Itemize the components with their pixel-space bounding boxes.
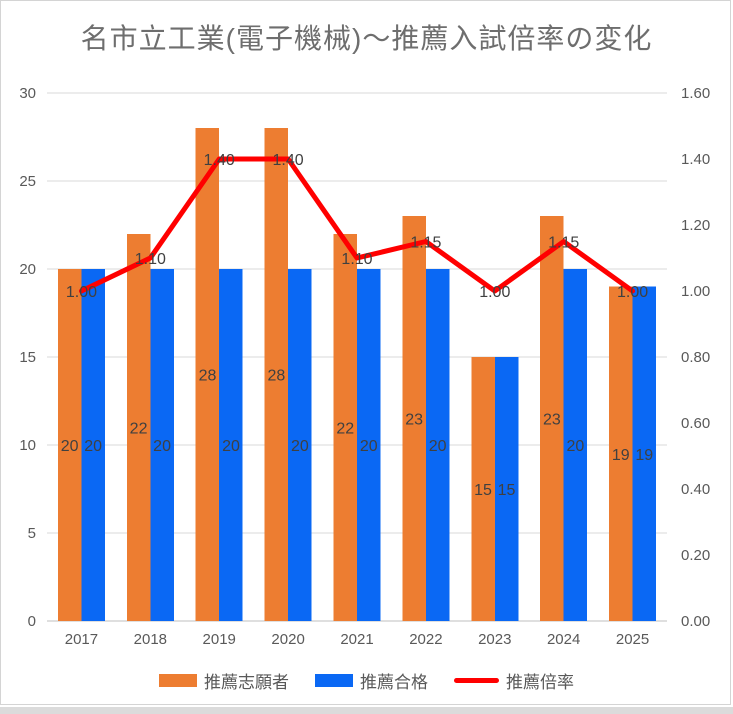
left-axis-tick-label: 30 — [19, 85, 36, 102]
line-label-ratio-2024: 1.15 — [548, 235, 579, 252]
right-axis-tick-label: 1.20 — [681, 217, 710, 234]
x-axis-label: 2017 — [65, 631, 98, 648]
line-label-ratio-2023: 1.00 — [479, 284, 510, 301]
bar-label-accepted-2018: 20 — [153, 438, 171, 455]
bar-label-applicants-2022: 23 — [405, 412, 423, 429]
bar-applicants-2017[interactable] — [57, 269, 82, 621]
right-axis-tick-label: 0.80 — [681, 349, 710, 366]
legend: 推薦志願者 推薦合格 推薦倍率 — [0, 668, 733, 693]
x-axis-label: 2021 — [340, 631, 373, 648]
bar-label-applicants-2020: 28 — [267, 368, 285, 385]
bar-label-applicants-2021: 22 — [336, 420, 354, 437]
window-background-strip — [0, 707, 733, 714]
line-label-ratio-2017: 1.00 — [66, 284, 97, 301]
legend-label-ratio: 推薦倍率 — [506, 673, 574, 692]
left-axis-tick-label: 15 — [19, 349, 36, 366]
bar-accepted-2023[interactable] — [494, 357, 519, 621]
left-axis-tick-label: 5 — [28, 525, 36, 542]
x-axis-label: 2025 — [616, 631, 649, 648]
bar-label-applicants-2019: 28 — [199, 368, 217, 385]
bar-applicants-2020[interactable] — [264, 128, 289, 621]
line-label-ratio-2025: 1.00 — [617, 284, 648, 301]
left-axis-tick-label: 0 — [28, 613, 36, 630]
line-label-ratio-2021: 1.10 — [341, 251, 372, 268]
right-axis-tick-label: 1.40 — [681, 151, 710, 168]
line-label-ratio-2022: 1.15 — [410, 235, 441, 252]
bar-label-applicants-2018: 22 — [130, 420, 148, 437]
legend-item-accepted[interactable]: 推薦合格 — [315, 668, 428, 693]
bar-label-accepted-2020: 20 — [291, 438, 309, 455]
bar-accepted-2018[interactable] — [150, 269, 174, 621]
bar-label-accepted-2019: 20 — [222, 438, 240, 455]
bar-applicants-2018[interactable] — [126, 233, 151, 622]
bar-applicants-2022[interactable] — [402, 216, 426, 621]
bar-label-applicants-2025: 19 — [612, 447, 630, 464]
bar-label-accepted-2024: 20 — [567, 438, 585, 455]
right-axis-tick-label: 0.20 — [681, 547, 710, 564]
right-axis-tick-label: 0.40 — [681, 481, 710, 498]
right-axis-tick-label: 0.60 — [681, 415, 710, 432]
applicants-swatch-icon — [159, 674, 197, 687]
bar-applicants-2025[interactable] — [609, 286, 633, 621]
bar-label-accepted-2023: 15 — [498, 482, 516, 499]
bar-applicants-2023[interactable] — [471, 357, 495, 621]
x-axis-label: 2019 — [203, 631, 236, 648]
plot-area: 0510152025300.000.200.400.600.801.001.20… — [19, 85, 710, 648]
bar-label-applicants-2023: 15 — [474, 482, 492, 499]
left-axis-tick-label: 25 — [19, 173, 36, 190]
left-axis-tick-label: 10 — [19, 437, 36, 454]
bar-applicants-2019[interactable] — [195, 128, 220, 621]
x-axis-label: 2023 — [478, 631, 511, 648]
left-axis-tick-label: 20 — [19, 261, 36, 278]
bar-accepted-2019[interactable] — [219, 269, 243, 621]
legend-label-applicants: 推薦志願者 — [204, 673, 289, 692]
bar-label-accepted-2017: 20 — [84, 438, 102, 455]
bar-accepted-2022[interactable] — [425, 269, 450, 621]
accepted-swatch-icon — [315, 674, 353, 687]
line-ratio[interactable] — [78, 156, 636, 294]
bar-label-accepted-2022: 20 — [429, 438, 447, 455]
right-axis-tick-label: 1.00 — [681, 283, 710, 300]
bar-accepted-2021[interactable] — [357, 269, 381, 621]
legend-item-ratio[interactable]: 推薦倍率 — [454, 668, 574, 693]
x-axis-label: 2022 — [409, 631, 442, 648]
x-axis-label: 2024 — [547, 631, 580, 648]
bar-accepted-2020[interactable] — [288, 269, 312, 621]
bar-accepted-2025[interactable] — [632, 286, 657, 621]
line-label-ratio-2019: 1.40 — [204, 152, 235, 169]
bar-label-accepted-2021: 20 — [360, 438, 378, 455]
bar-applicants-2024[interactable] — [540, 216, 564, 621]
legend-item-applicants[interactable]: 推薦志願者 — [159, 668, 289, 693]
chart-title: 名市立工業(電子機械)〜推薦入試倍率の変化 — [80, 23, 653, 54]
bar-accepted-2017[interactable] — [81, 269, 105, 621]
legend-label-accepted: 推薦合格 — [360, 673, 428, 692]
line-label-ratio-2018: 1.10 — [135, 251, 166, 268]
ratio-line-swatch-icon — [454, 678, 499, 683]
right-axis-tick-label: 1.60 — [681, 85, 710, 102]
bar-applicants-2021[interactable] — [333, 233, 358, 622]
bar-label-accepted-2025: 19 — [635, 447, 653, 464]
right-axis-tick-label: 0.00 — [681, 613, 710, 630]
bar-accepted-2024[interactable] — [563, 269, 588, 621]
x-axis-label: 2020 — [271, 631, 304, 648]
line-label-ratio-2020: 1.40 — [273, 152, 304, 169]
bar-label-applicants-2024: 23 — [543, 412, 561, 429]
x-axis-label: 2018 — [134, 631, 167, 648]
bar-label-applicants-2017: 20 — [61, 438, 79, 455]
